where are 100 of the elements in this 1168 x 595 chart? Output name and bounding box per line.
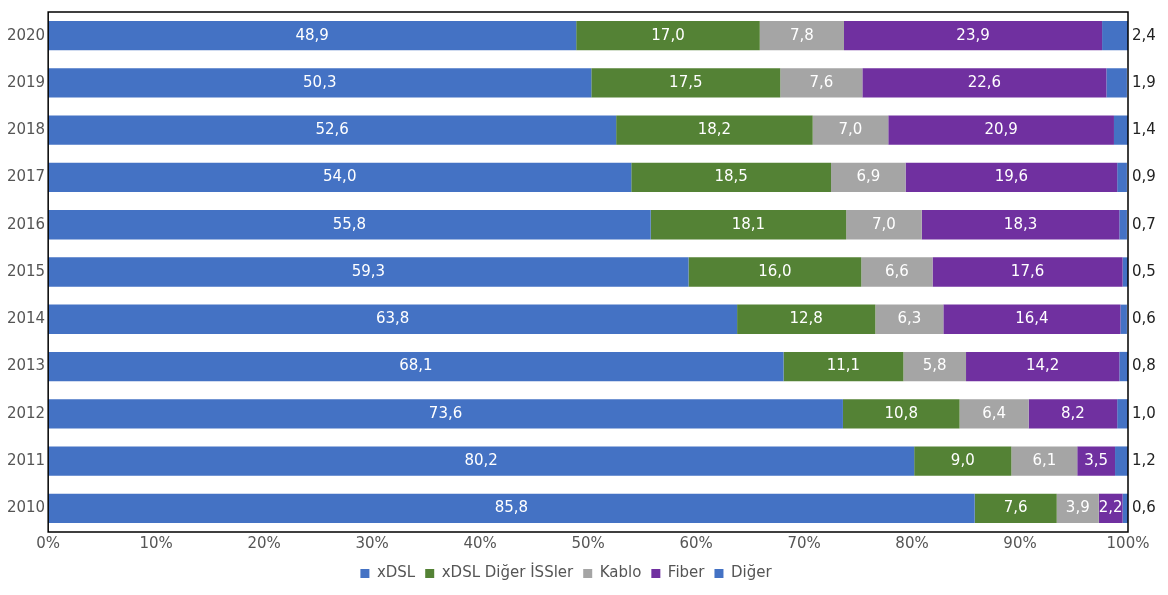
y-tick-label: 2018 <box>6 120 46 139</box>
data-label: 3,5 <box>1084 450 1109 469</box>
data-label: 6,3 <box>897 309 922 328</box>
x-tick-label: 60% <box>679 533 713 552</box>
x-tick-label: 70% <box>787 533 821 552</box>
data-label: 17,0 <box>651 25 685 44</box>
bar <box>943 304 1121 334</box>
data-label: 52,6 <box>315 120 349 139</box>
y-tick-label: 2014 <box>6 309 46 328</box>
bar <box>631 162 832 193</box>
bar <box>48 162 632 193</box>
x-tick-label: 90% <box>1003 533 1037 552</box>
data-label: 80,2 <box>464 450 498 469</box>
x-tick-label: 80% <box>895 533 929 552</box>
data-label: 7,0 <box>872 214 896 233</box>
data-label: 7,8 <box>789 25 814 44</box>
data-label: 48,9 <box>295 25 329 44</box>
data-label: 7,6 <box>1003 498 1028 517</box>
bar <box>932 257 1123 287</box>
bar <box>1120 304 1127 334</box>
data-label: 16,4 <box>1015 309 1049 328</box>
bar <box>48 446 915 476</box>
data-label: 6,1 <box>1032 450 1057 469</box>
bar <box>844 20 1103 51</box>
bar <box>966 351 1120 382</box>
bar <box>576 20 760 51</box>
data-label: 7,6 <box>809 72 834 91</box>
data-label: 8,2 <box>1061 403 1085 422</box>
bar <box>1106 68 1127 98</box>
bar <box>783 351 904 382</box>
bar <box>1011 446 1078 476</box>
bar <box>48 20 577 51</box>
bar <box>48 210 651 240</box>
data-label: 85,8 <box>494 498 529 517</box>
data-label: 23,9 <box>956 25 990 44</box>
bar <box>780 68 863 98</box>
x-tick-label: 20% <box>247 533 281 552</box>
data-label: 7,0 <box>838 120 863 139</box>
x-tick-label: 100% <box>1106 533 1150 552</box>
bar <box>1102 20 1128 51</box>
data-label: 3,9 <box>1065 498 1090 517</box>
x-tick-label: 40% <box>463 533 497 552</box>
data-label: 0,6 <box>1132 498 1156 517</box>
data-label: 0,6 <box>1132 309 1156 328</box>
bar <box>1115 446 1128 476</box>
x-tick-label: 50% <box>571 533 605 552</box>
data-label: 20,9 <box>984 120 1018 139</box>
data-label: 73,6 <box>428 403 463 422</box>
data-label: 0,7 <box>1132 214 1156 233</box>
bar <box>737 304 876 334</box>
data-label: 16,0 <box>758 261 792 280</box>
bar <box>1113 115 1128 145</box>
data-label: 18,1 <box>731 214 766 233</box>
bar <box>862 68 1107 98</box>
bar <box>1028 399 1118 429</box>
x-tick-label: 10% <box>139 533 173 552</box>
bar <box>688 257 862 287</box>
legend-label: xDSL Diğer İSSler <box>441 562 575 582</box>
data-label: 0,5 <box>1132 261 1156 280</box>
data-label: 0,9 <box>1132 167 1156 186</box>
bar <box>48 351 784 382</box>
bar <box>812 115 889 145</box>
bar <box>650 210 847 240</box>
y-tick-label: 2017 <box>6 167 46 186</box>
data-label: 1,9 <box>1132 72 1156 91</box>
data-label: 18,2 <box>697 120 732 139</box>
data-label: 14,2 <box>1025 356 1060 375</box>
y-tick-label: 2012 <box>6 403 46 422</box>
y-tick-label: 2010 <box>6 498 46 517</box>
bar <box>846 210 922 240</box>
data-label: 2,2 <box>1098 498 1123 517</box>
data-label: 6,9 <box>856 167 881 186</box>
bar <box>1077 446 1116 476</box>
bar <box>48 304 738 334</box>
bar <box>888 115 1114 145</box>
data-label: 1,4 <box>1132 120 1156 139</box>
data-label: 63,8 <box>375 309 410 328</box>
y-tick-label: 2011 <box>6 450 46 469</box>
legend-label: Fiber <box>667 563 706 582</box>
legend-label: xDSL <box>376 563 416 582</box>
x-tick-label: 30% <box>355 533 389 552</box>
data-label: 2,4 <box>1132 25 1156 44</box>
bar <box>903 351 967 382</box>
y-tick-label: 2015 <box>6 261 46 280</box>
y-tick-label: 2020 <box>6 25 46 44</box>
data-label: 17,5 <box>669 72 703 91</box>
data-label: 18,5 <box>714 167 748 186</box>
data-label: 68,1 <box>399 356 433 375</box>
bar <box>831 162 906 193</box>
data-label: 10,8 <box>884 403 918 422</box>
data-label: 22,6 <box>967 72 1002 91</box>
bar <box>842 399 960 429</box>
data-label: 1,0 <box>1132 403 1156 422</box>
bar <box>1117 162 1127 193</box>
bar <box>861 257 933 287</box>
data-label: 18,3 <box>1003 214 1038 233</box>
bar <box>48 115 617 145</box>
x-tick-label: 0% <box>36 533 61 552</box>
legend-label: Kablo <box>599 563 642 582</box>
bar <box>759 20 845 51</box>
